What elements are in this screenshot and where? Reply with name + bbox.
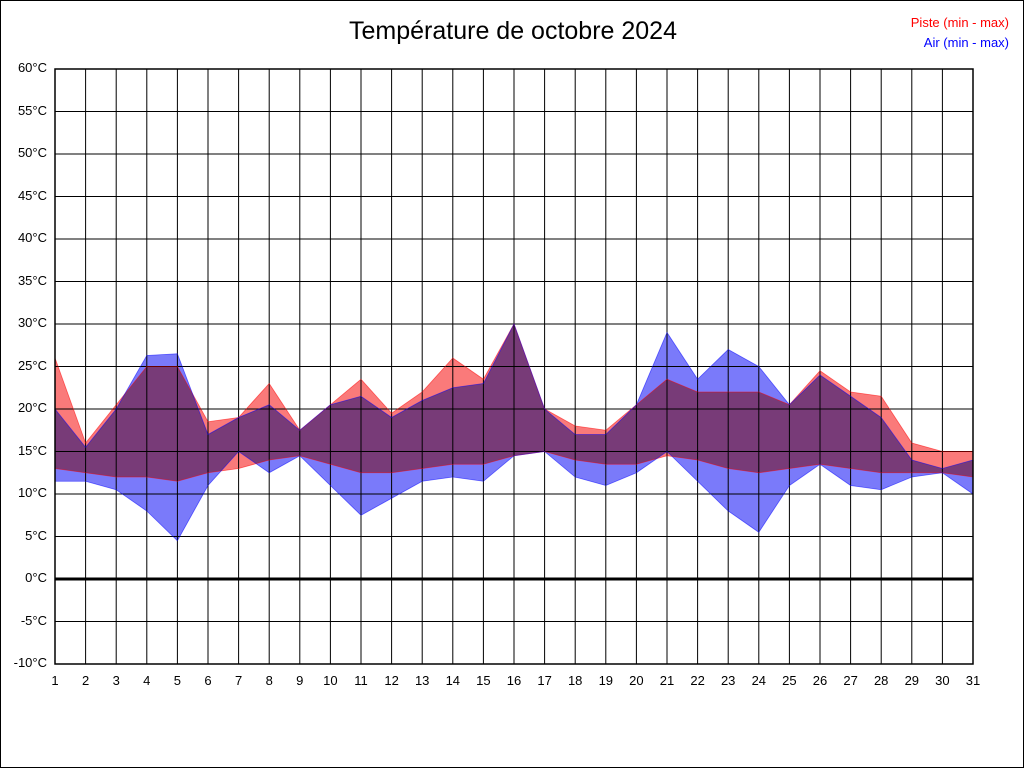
gridlines — [54, 68, 974, 665]
x-axis-tick-label: 29 — [904, 673, 920, 688]
x-axis-tick-label: 18 — [567, 673, 583, 688]
y-axis-tick-label: 10°C — [17, 485, 47, 500]
y-axis-tick-label: 30°C — [17, 315, 47, 330]
x-axis-tick-label: 9 — [296, 673, 304, 688]
x-axis-tick-label: 28 — [873, 673, 889, 688]
legend-item-piste: Piste (min - max) — [910, 15, 1009, 30]
air-min-line — [55, 450, 973, 542]
x-axis-tick-label: 19 — [598, 673, 614, 688]
x-axis-tick-label: 21 — [659, 673, 675, 688]
y-axis-tick-label: 25°C — [17, 357, 47, 373]
x-axis-tick-label: 26 — [812, 673, 828, 688]
x-axis-tick-label: 13 — [414, 673, 430, 688]
y-axis-tick-label: 40°C — [17, 230, 47, 245]
x-axis-tick-label: 5 — [173, 673, 181, 688]
y-axis-tick-label: 15°C — [17, 442, 47, 458]
x-axis-tick-label: 7 — [234, 673, 243, 688]
page-title: Température de octobre 2024 — [349, 17, 677, 45]
x-axis-tick-label: 25 — [782, 673, 797, 688]
series-outlines — [55, 322, 973, 542]
x-axis-tick-label: 12 — [384, 673, 399, 688]
x-axis-tick-label: 16 — [506, 673, 522, 688]
x-axis-tick-label: 3 — [112, 673, 120, 688]
x-axis-tick-label: 14 — [445, 673, 461, 688]
x-axis-tick-label: 22 — [690, 673, 705, 688]
x-axis-tick-label: 8 — [265, 673, 273, 688]
x-axis-tick-label: 2 — [81, 673, 90, 688]
x-axis-tick-label: 6 — [204, 673, 212, 688]
x-axis-tick-label: 31 — [965, 673, 981, 688]
y-axis-tick-label: 50°C — [17, 145, 47, 160]
y-axis-tick-label: -5°C — [20, 612, 47, 628]
x-axis-tick-label: 17 — [537, 673, 552, 688]
x-axis-tick-label: 4 — [143, 673, 151, 688]
x-axis-tick-label: 27 — [843, 673, 858, 688]
x-axis-tick-label: 11 — [354, 673, 368, 688]
plot-border — [54, 68, 974, 665]
y-axis-tick-label: 5°C — [25, 527, 47, 543]
y-axis-tick-label: 45°C — [17, 187, 47, 203]
x-axis-tick-label: 24 — [751, 673, 767, 688]
y-axis-tick-label: 0°C — [25, 570, 47, 585]
plot-frame — [54, 68, 974, 665]
y-axis-tick-label: -10°C — [13, 655, 47, 670]
y-axis-tick-label: 55°C — [17, 102, 47, 118]
x-axis-tick-label: 30 — [935, 673, 950, 688]
x-axis-tick-label: 20 — [629, 673, 644, 688]
x-axis-tick-label: 10 — [323, 673, 338, 688]
legend-item-air: Air (min - max) — [923, 35, 1009, 50]
y-axis-tick-label: 60°C — [17, 60, 47, 75]
x-axis-tick-label: 15 — [476, 673, 491, 688]
x-axis-tick-label: 1 — [51, 673, 59, 688]
y-axis-tick-label: 20°C — [17, 400, 47, 415]
x-axis-tick-label: 23 — [720, 673, 736, 688]
air-max-line — [55, 322, 973, 469]
y-axis-tick-label: 35°C — [17, 272, 47, 288]
